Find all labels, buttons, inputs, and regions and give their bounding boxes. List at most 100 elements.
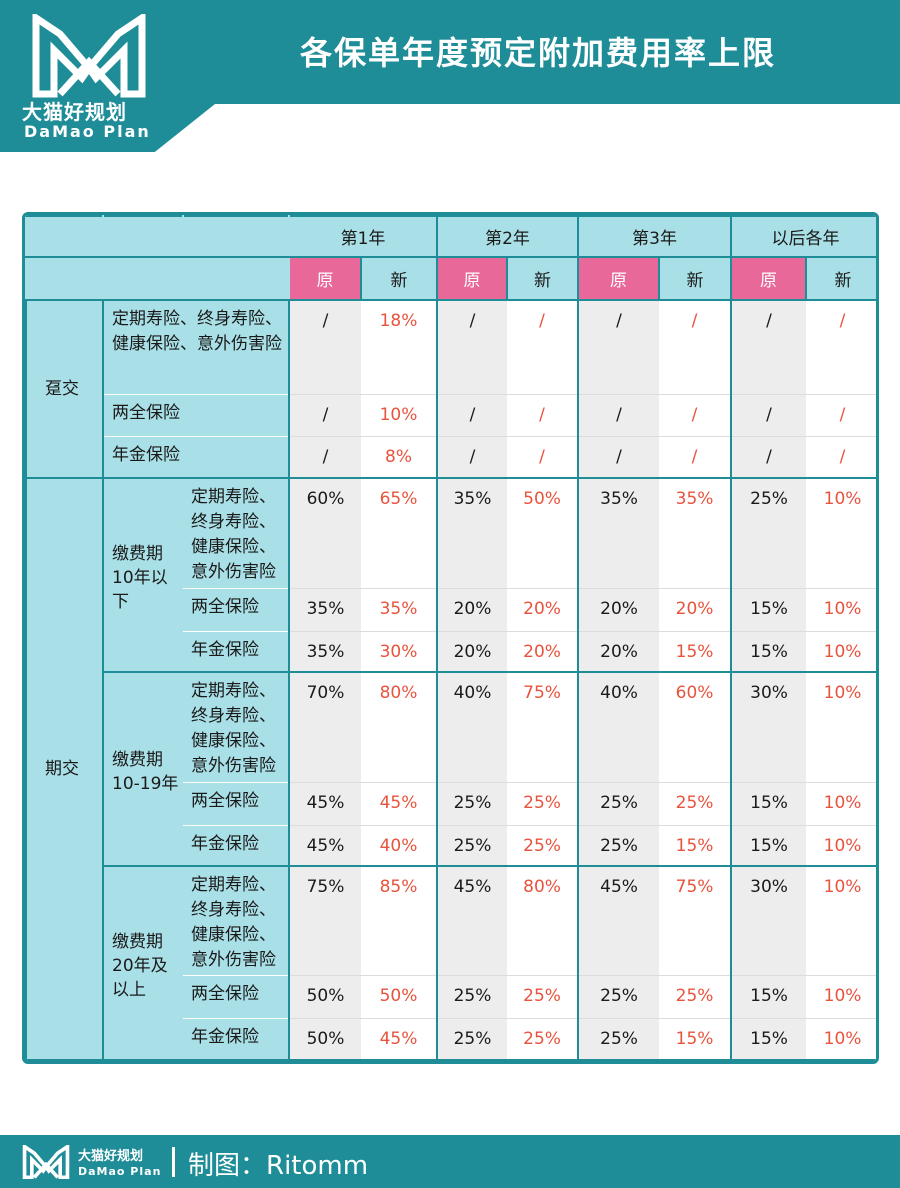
original-rate-cell: / [436, 299, 508, 395]
original-rate-cell: 50% [288, 975, 361, 1020]
original-header: 原 [436, 255, 509, 301]
original-rate-cell: 15% [730, 825, 807, 867]
original-rate-cell: 15% [730, 782, 807, 826]
new-rate-cell: 60% [659, 672, 732, 783]
original-rate-cell: 15% [730, 588, 807, 632]
new-rate-cell: 25% [507, 975, 579, 1020]
table-row: 年金保险 45% 40% 25% 25% 25% 15% 15% 10% [26, 825, 876, 867]
original-rate-cell: / [730, 299, 807, 395]
new-rate-cell: 10% [806, 782, 876, 826]
original-rate-cell: 30% [730, 865, 807, 977]
original-rate-cell: / [577, 436, 660, 480]
new-rate-cell: 40% [361, 825, 438, 867]
original-rate-cell: 60% [288, 478, 361, 589]
original-rate-cell: / [436, 436, 508, 480]
insurance-type-label: 定期寿险、终身寿险、健康保险、意外伤害险 [103, 299, 290, 395]
new-header: 新 [359, 255, 439, 301]
new-rate-cell: 10% [806, 588, 876, 632]
original-rate-cell: 25% [436, 1018, 508, 1061]
new-rate-cell: 18% [361, 299, 438, 395]
brand-logo: 大猫好规划 DaMao Plan [14, 10, 164, 141]
insurance-type-label: 年金保险 [183, 1018, 290, 1061]
payment-period-label: 缴费期20年及以上 [102, 864, 183, 1061]
original-rate-cell: 40% [436, 672, 508, 783]
new-rate-cell: 10% [806, 631, 876, 673]
footer-divider [172, 1147, 175, 1177]
insurance-type-label: 两全保险 [183, 588, 290, 632]
year-header: 第1年 [287, 215, 439, 258]
new-rate-cell: 35% [361, 588, 438, 632]
original-rate-cell: / [577, 299, 660, 395]
payment-period-label: 缴费期10年以下 [102, 477, 183, 673]
table-row: 年金保险 35% 30% 20% 20% 20% 15% 15% 10% [26, 631, 876, 673]
original-rate-cell: 25% [577, 975, 660, 1020]
original-rate-cell: 15% [730, 975, 807, 1020]
cat-logo-icon [32, 14, 146, 98]
new-rate-cell: 10% [806, 672, 876, 783]
new-rate-cell: / [659, 436, 732, 480]
year-header: 以后各年 [730, 215, 876, 258]
brand-name-en: DaMao Plan [24, 122, 151, 141]
insurance-type-label: 两全保险 [103, 394, 290, 437]
new-rate-cell: / [659, 299, 732, 395]
original-rate-cell: 15% [730, 1018, 807, 1061]
page-title: 各保单年度预定附加费用率上限 [300, 34, 777, 72]
original-rate-cell: 35% [288, 588, 361, 632]
new-rate-cell: 30% [361, 631, 438, 673]
footer-brand-en: DaMao Plan [78, 1165, 162, 1178]
new-rate-cell: 50% [361, 975, 438, 1020]
original-header: 原 [577, 255, 661, 301]
original-rate-cell: 45% [577, 865, 660, 977]
original-rate-cell: 25% [436, 782, 508, 826]
new-rate-cell: 15% [659, 631, 732, 673]
original-rate-cell: 30% [730, 672, 807, 783]
original-rate-cell: 35% [436, 478, 508, 589]
new-rate-cell: 35% [659, 478, 732, 589]
new-rate-cell: 10% [361, 394, 438, 437]
cat-logo-icon [22, 1145, 70, 1179]
original-rate-cell: 75% [288, 865, 361, 977]
table-row: 年金保险/8% / / / / / / [26, 436, 876, 480]
new-rate-cell: 75% [507, 672, 579, 783]
new-rate-cell: 10% [806, 975, 876, 1020]
new-rate-cell: 20% [659, 588, 732, 632]
new-rate-cell: 10% [806, 825, 876, 867]
new-rate-cell: 10% [806, 478, 876, 589]
new-rate-cell: / [507, 394, 579, 437]
table-row: 缴费期10-19年 定期寿险、终身寿险、健康保险、意外伤害险 70% 80% 40% 75… [26, 671, 876, 867]
header-blank [182, 215, 290, 258]
new-header: 新 [805, 255, 876, 301]
footer-bar: 大猫好规划 DaMao Plan 制图：Ritomm [0, 1135, 900, 1188]
original-rate-cell: 45% [436, 865, 508, 977]
original-rate-cell: 20% [436, 631, 508, 673]
insurance-type-label: 定期寿险、终身寿险、健康保险、意外伤害险 [183, 865, 290, 977]
new-rate-cell: 25% [659, 782, 732, 826]
insurance-type-label: 年金保险 [183, 825, 290, 867]
header-blank [182, 255, 290, 301]
original-rate-cell: 25% [577, 1018, 660, 1061]
new-rate-cell: 25% [659, 975, 732, 1020]
original-header: 原 [730, 255, 808, 301]
year-header: 第2年 [436, 215, 580, 258]
new-rate-cell: 45% [361, 1018, 438, 1061]
table-row: 两全保险 45% 45% 25% 25% 25% 25% 15% 10% [26, 782, 876, 826]
new-rate-cell: 15% [659, 825, 732, 867]
new-rate-cell: / [507, 299, 579, 395]
original-rate-cell: / [436, 394, 508, 437]
original-rate-cell: 20% [577, 588, 660, 632]
new-rate-cell: 20% [507, 631, 579, 673]
new-rate-cell: / [806, 394, 876, 437]
table-row: 年金保险 50% 45% 25% 25% 25% 15% 15% 10% [26, 1018, 876, 1061]
original-rate-cell: 25% [577, 782, 660, 826]
payment-period-label: 缴费期10-19年 [102, 671, 183, 867]
original-rate-cell: 25% [436, 825, 508, 867]
original-rate-cell: 25% [436, 975, 508, 1020]
new-rate-cell: 25% [507, 1018, 579, 1061]
original-rate-cell: / [730, 436, 807, 480]
new-rate-cell: 10% [806, 1018, 876, 1061]
year-header: 第3年 [577, 215, 733, 258]
header-blank [25, 215, 104, 258]
new-rate-cell: / [659, 394, 732, 437]
table-row: 两全保险 35% 35% 20% 20% 20% 20% 15% 10% [26, 588, 876, 632]
insurance-type-label: 年金保险 [103, 436, 290, 480]
